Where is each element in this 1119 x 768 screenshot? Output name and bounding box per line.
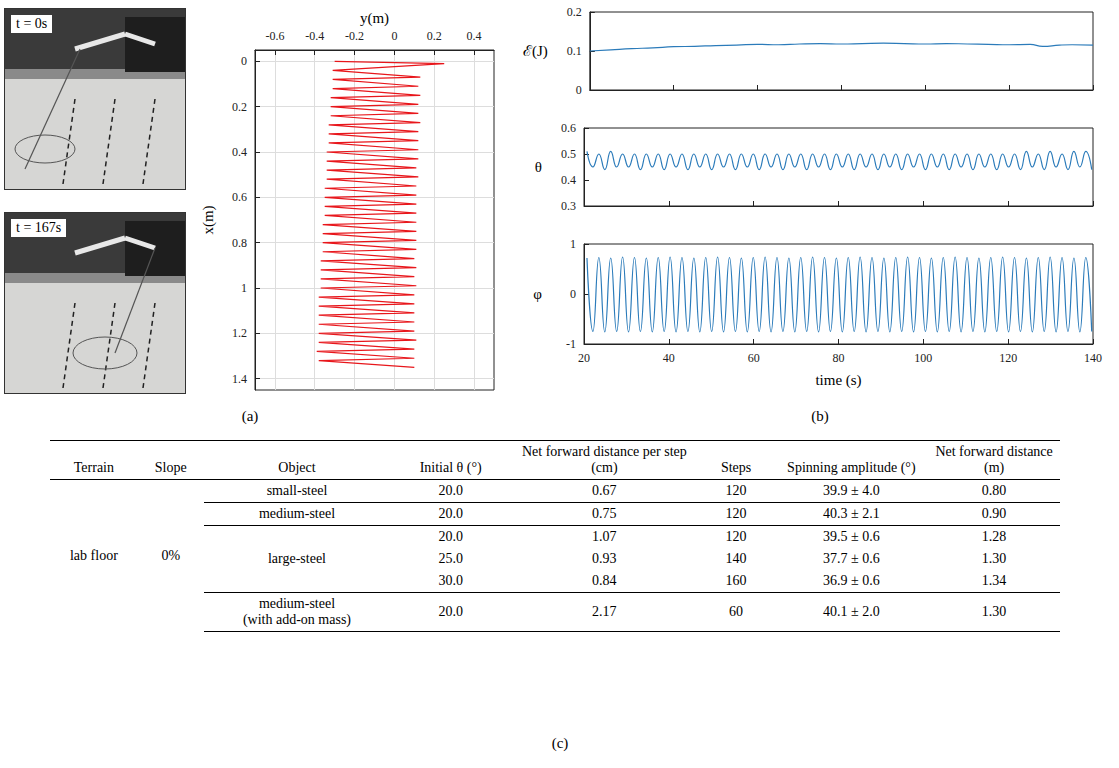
html-text:Spinning amplitude (°): Spinning amplitude (°) (787, 460, 916, 475)
svg-text:time (s): time (s) (815, 372, 861, 389)
svg-text:0.2: 0.2 (567, 5, 582, 19)
html-text:0.90: 0.90 (981, 506, 1007, 521)
svg-text:-0.6: -0.6 (265, 29, 284, 43)
html-text:0.84: 0.84 (592, 573, 617, 588)
svg-text:0.2: 0.2 (232, 100, 247, 114)
html-text:large-steel: large-steel (268, 551, 326, 566)
html-text:Object: Object (278, 460, 316, 475)
html-text:20.0: 20.0 (438, 604, 463, 619)
svg-text:60: 60 (748, 351, 760, 365)
html-text:t = 167s: t = 167s (16, 220, 62, 235)
svg-text:0.8: 0.8 (232, 236, 247, 250)
html-text:39.5 ± 0.6: 39.5 ± 0.6 (823, 529, 880, 544)
svg-text:140: 140 (1084, 351, 1102, 365)
svg-text:0.1: 0.1 (567, 44, 582, 58)
svg-text:0.3: 0.3 (561, 199, 576, 213)
html-text:40.1 ± 2.0: 40.1 ± 2.0 (823, 604, 880, 619)
html-text:Net forward distance (m): Net forward distance (m) (935, 444, 1053, 475)
html-text:(a): (a) (241, 408, 259, 424)
svg-text:x(m): x(m) (200, 205, 217, 234)
html-text:160: 160 (725, 573, 747, 588)
html-text:Steps: Steps (720, 460, 752, 475)
html-text:Net forward distance per step: Net forward distance per step (cm) (521, 444, 687, 475)
html-text:0%: 0% (161, 547, 181, 563)
html-text:(c): (c) (551, 735, 569, 751)
svg-text:0.5: 0.5 (561, 147, 576, 161)
html-text:2.17: 2.17 (592, 604, 617, 619)
svg-text:1: 1 (241, 281, 247, 295)
html-text:(b): (b) (811, 408, 829, 424)
html-text:t = 0s: t = 0s (16, 16, 48, 31)
svg-text:0.4: 0.4 (467, 29, 482, 43)
svg-text:1.2: 1.2 (232, 326, 247, 340)
svg-text:φ: φ (533, 286, 542, 302)
html-text:lab floor: lab floor (70, 547, 118, 563)
html-text:20.0: 20.0 (438, 529, 463, 544)
html-text:1.28: 1.28 (981, 529, 1007, 544)
html-text:140: 140 (725, 551, 747, 566)
svg-text:0: 0 (576, 83, 582, 97)
svg-text:80: 80 (833, 351, 845, 365)
svg-text:0: 0 (570, 287, 576, 301)
svg-text:θ: θ (535, 159, 542, 175)
svg-text:ℰ(J): ℰ(J) (523, 43, 548, 60)
svg-text:1: 1 (570, 237, 576, 251)
html-text:25.0: 25.0 (438, 551, 463, 566)
svg-text:-0.4: -0.4 (305, 29, 324, 43)
svg-text:0.4: 0.4 (561, 173, 576, 187)
html-text:1.34: 1.34 (981, 573, 1007, 588)
svg-text:40: 40 (663, 351, 675, 365)
svg-text:100: 100 (914, 351, 932, 365)
svg-text:1.4: 1.4 (232, 372, 247, 386)
svg-text:y(m): y(m) (360, 10, 389, 27)
svg-text:120: 120 (999, 351, 1017, 365)
html-text:medium-steel: medium-steel (258, 506, 336, 521)
svg-text:0.2: 0.2 (427, 29, 442, 43)
svg-text:0.4: 0.4 (232, 145, 247, 159)
html-text:0.93: 0.93 (592, 551, 617, 566)
svg-text:0: 0 (241, 54, 247, 68)
html-text:120: 120 (725, 529, 747, 544)
html-text:Terrain: Terrain (73, 460, 114, 475)
html-text:20.0: 20.0 (438, 483, 463, 498)
svg-text:0.6: 0.6 (232, 190, 247, 204)
html-text:39.9 ± 4.0: 39.9 ± 4.0 (823, 483, 880, 498)
svg-text:0: 0 (391, 29, 397, 43)
html-text:37.7 ± 0.6: 37.7 ± 0.6 (823, 551, 880, 566)
html-text:60: 60 (729, 604, 744, 619)
html-text:Slope: Slope (154, 460, 187, 475)
html-text:30.0: 30.0 (438, 573, 463, 588)
html-text:1.30: 1.30 (981, 551, 1007, 566)
html-text:36.9 ± 0.6: 36.9 ± 0.6 (823, 573, 880, 588)
html-text:0.67: 0.67 (592, 483, 617, 498)
html-text:medium-steel (with add-on mass: medium-steel (with add-on mass) (242, 596, 351, 627)
svg-text:0.6: 0.6 (561, 121, 576, 135)
svg-text:20: 20 (578, 351, 590, 365)
html-text:Initial θ (°): Initial θ (°) (419, 460, 482, 475)
html-text:1.30: 1.30 (981, 604, 1007, 619)
html-text:1.07: 1.07 (592, 529, 617, 544)
svg-text:-1: -1 (566, 337, 576, 351)
html-text:20.0: 20.0 (438, 506, 463, 521)
html-text:120: 120 (725, 483, 747, 498)
html-text:0.75: 0.75 (592, 506, 617, 521)
svg-text:-0.2: -0.2 (345, 29, 364, 43)
html-text:small-steel: small-steel (266, 483, 328, 498)
html-text:0.80: 0.80 (981, 483, 1007, 498)
html-text:40.3 ± 2.1: 40.3 ± 2.1 (823, 506, 880, 521)
html-text:120: 120 (725, 506, 747, 521)
